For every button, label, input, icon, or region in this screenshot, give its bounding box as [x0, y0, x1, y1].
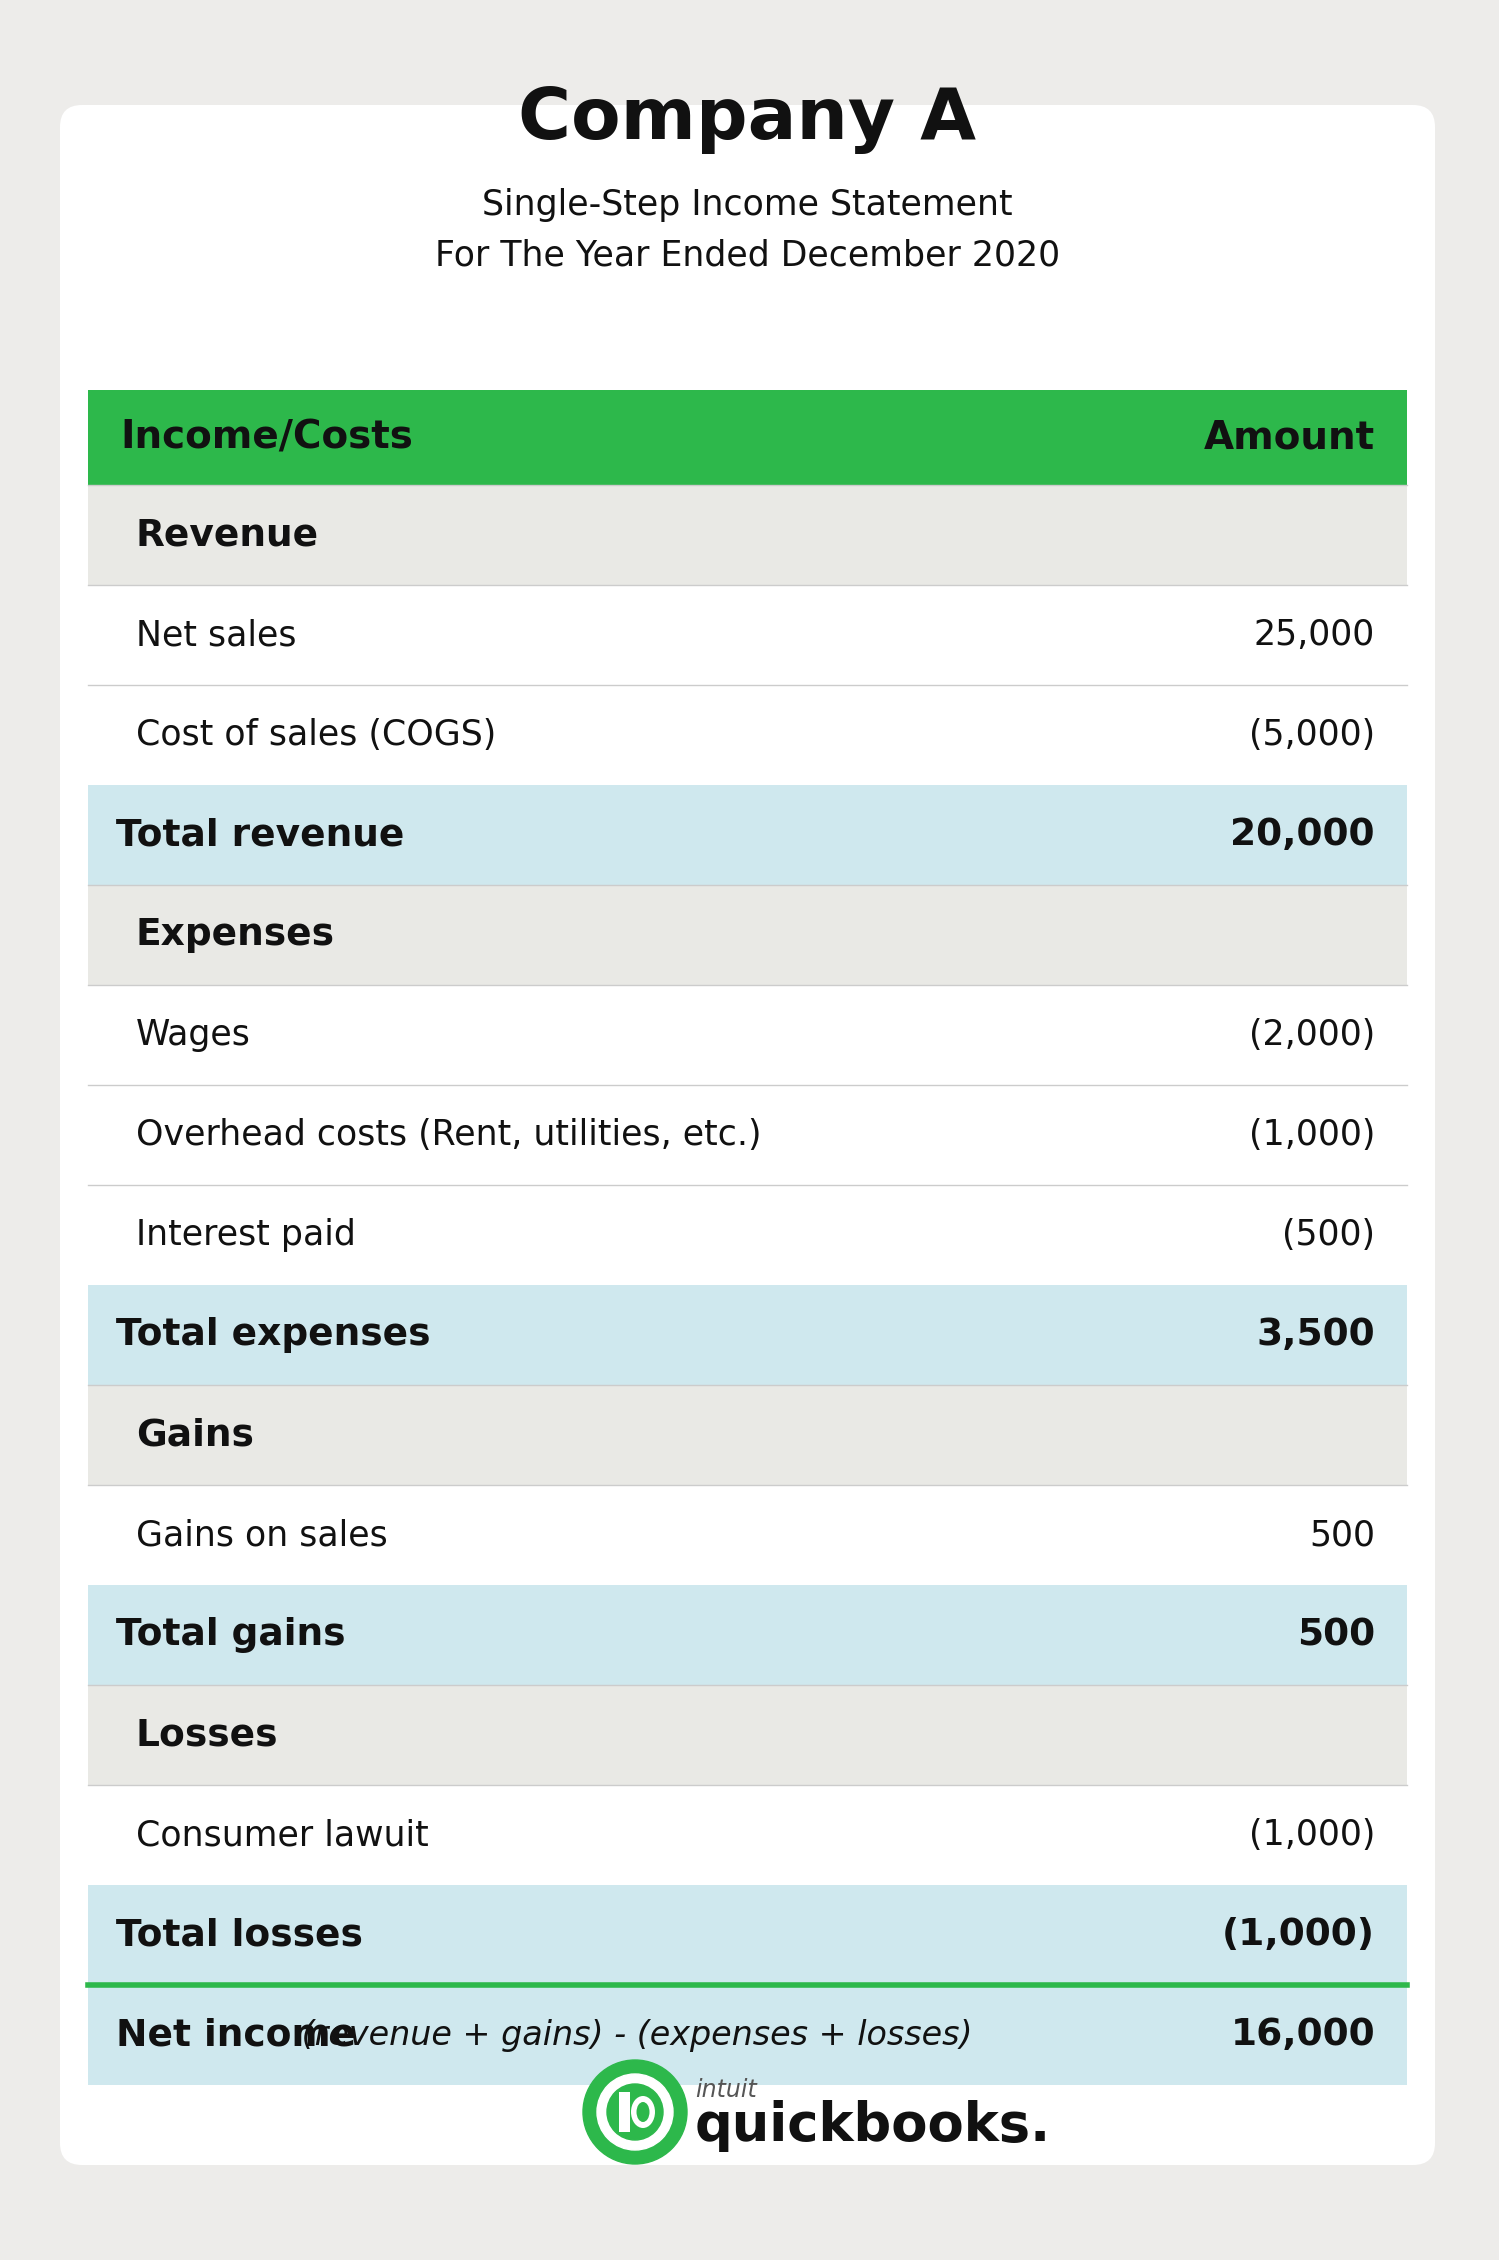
Bar: [88, 1286, 1408, 1385]
Bar: [88, 1686, 1408, 1785]
Ellipse shape: [637, 2102, 649, 2122]
Text: Amount: Amount: [1204, 418, 1375, 457]
Text: (1,000): (1,000): [1222, 1916, 1375, 1953]
Text: (revenue + gains) - (expenses + losses): (revenue + gains) - (expenses + losses): [291, 2018, 973, 2052]
Bar: [88, 1485, 1408, 1584]
Bar: [88, 1984, 1408, 2086]
Bar: [88, 1385, 1408, 1485]
Text: Total revenue: Total revenue: [115, 818, 405, 852]
Text: intuit: intuit: [696, 2077, 757, 2102]
Text: Single-Step Income Statement: Single-Step Income Statement: [483, 188, 1013, 221]
Bar: [88, 1785, 1408, 1885]
Text: (5,000): (5,000): [1249, 719, 1375, 753]
Bar: [88, 1885, 1408, 1984]
Text: Gains: Gains: [136, 1417, 253, 1453]
Text: Net income: Net income: [115, 2016, 357, 2052]
Text: 16,000: 16,000: [1231, 2016, 1375, 2052]
Text: Cost of sales (COGS): Cost of sales (COGS): [136, 719, 496, 753]
Bar: [88, 1584, 1408, 1686]
Bar: [88, 985, 1408, 1085]
Text: quickbooks.: quickbooks.: [696, 2100, 1051, 2152]
Circle shape: [597, 2075, 673, 2149]
Text: Expenses: Expenses: [136, 918, 334, 954]
Bar: [88, 886, 1408, 985]
Bar: [88, 1085, 1408, 1184]
Text: 500: 500: [1309, 1519, 1375, 1553]
Text: 25,000: 25,000: [1253, 617, 1375, 651]
Bar: [88, 685, 1408, 784]
Text: Losses: Losses: [136, 1718, 279, 1754]
Text: Company A: Company A: [519, 86, 976, 154]
Text: Consumer lawuit: Consumer lawuit: [136, 1817, 429, 1851]
Text: 3,500: 3,500: [1256, 1318, 1375, 1354]
Text: Income/Costs: Income/Costs: [120, 418, 412, 457]
Text: 20,000: 20,000: [1231, 818, 1375, 852]
Text: For The Year Ended December 2020: For The Year Ended December 2020: [435, 237, 1060, 271]
Text: Total expenses: Total expenses: [115, 1318, 430, 1354]
Text: (1,000): (1,000): [1249, 1119, 1375, 1153]
Text: Revenue: Revenue: [136, 518, 319, 554]
Text: Interest paid: Interest paid: [136, 1218, 355, 1252]
Text: Total losses: Total losses: [115, 1916, 363, 1953]
Bar: [88, 585, 1408, 685]
Ellipse shape: [631, 2095, 655, 2129]
Bar: [88, 1184, 1408, 1286]
Text: Overhead costs (Rent, utilities, etc.): Overhead costs (Rent, utilities, etc.): [136, 1119, 761, 1153]
Text: Net sales: Net sales: [136, 617, 297, 651]
Text: Gains on sales: Gains on sales: [136, 1519, 388, 1553]
Circle shape: [583, 2061, 687, 2165]
Text: Wages: Wages: [136, 1017, 250, 1051]
Bar: [88, 486, 1408, 585]
Bar: [619, 2093, 631, 2131]
Text: Total gains: Total gains: [115, 1616, 345, 1652]
Text: 500: 500: [1297, 1616, 1375, 1652]
Bar: [88, 391, 1408, 486]
Text: (500): (500): [1282, 1218, 1375, 1252]
Text: (2,000): (2,000): [1249, 1017, 1375, 1051]
Text: (1,000): (1,000): [1249, 1817, 1375, 1851]
FancyBboxPatch shape: [60, 104, 1435, 2165]
Bar: [88, 784, 1408, 886]
Circle shape: [607, 2084, 663, 2140]
